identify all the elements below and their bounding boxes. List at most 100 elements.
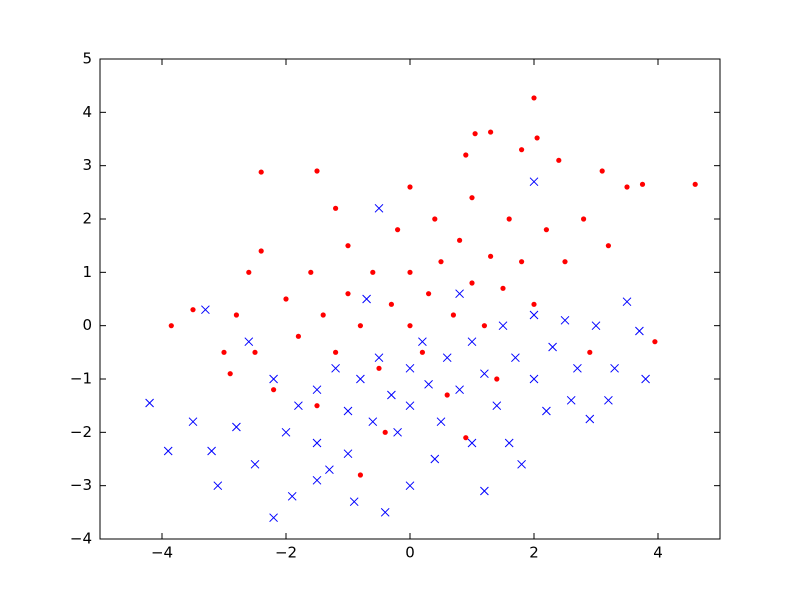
y-tick-label: 4 <box>82 103 92 121</box>
y-tick-label: 3 <box>82 156 92 174</box>
x-marker <box>548 342 557 352</box>
dot-marker <box>407 184 413 190</box>
x-tick-label: 2 <box>529 544 539 562</box>
x-marker <box>387 390 396 400</box>
dot-marker <box>295 333 301 339</box>
x-tick-label: −4 <box>151 544 173 562</box>
x-marker <box>529 177 539 187</box>
plot-area <box>145 95 698 523</box>
x-marker <box>641 374 650 384</box>
dot-marker <box>531 95 537 101</box>
dot-marker <box>426 291 432 297</box>
x-marker <box>604 395 613 405</box>
x-marker <box>232 422 241 432</box>
x-marker <box>610 363 619 373</box>
dot-marker <box>531 301 537 307</box>
x-marker <box>362 294 371 304</box>
x-tick-label: −2 <box>275 544 297 562</box>
x-marker <box>250 459 260 469</box>
dot-marker <box>308 269 314 275</box>
x-marker <box>269 374 278 384</box>
x-marker <box>312 475 322 485</box>
x-marker <box>492 401 502 411</box>
x-marker <box>145 398 154 408</box>
dot-marker <box>382 429 388 435</box>
series <box>145 177 650 523</box>
y-tick-label: −4 <box>70 530 92 548</box>
dot-marker <box>252 349 258 355</box>
dot-marker <box>587 349 593 355</box>
dot-marker <box>494 376 500 382</box>
dot-marker <box>168 323 174 329</box>
dot-marker <box>314 403 320 409</box>
x-marker <box>467 438 477 448</box>
x-marker <box>269 513 278 523</box>
x-marker <box>368 417 378 427</box>
x-marker <box>529 310 539 320</box>
y-tick-label: 1 <box>82 263 92 281</box>
x-marker <box>455 385 464 395</box>
dot-marker <box>469 195 475 201</box>
dot-marker <box>481 323 487 329</box>
dot-marker <box>357 323 363 329</box>
x-marker <box>312 385 322 395</box>
dot-marker <box>543 227 550 233</box>
dot-marker <box>333 205 339 211</box>
dot-marker <box>370 269 376 275</box>
x-marker <box>504 438 514 448</box>
dot-marker <box>333 349 339 355</box>
dot-marker <box>519 259 525 265</box>
dot-marker <box>246 269 252 275</box>
dot-marker <box>562 259 568 265</box>
x-marker <box>374 203 384 213</box>
x-marker <box>325 465 334 475</box>
x-marker <box>418 337 427 347</box>
x-marker <box>566 395 576 405</box>
dot-marker <box>534 135 540 141</box>
x-marker <box>442 353 452 363</box>
dot-marker <box>283 296 289 302</box>
x-marker <box>287 491 297 501</box>
x-marker <box>436 417 446 427</box>
dot-marker <box>357 472 363 478</box>
x-marker <box>622 297 632 307</box>
dot-marker <box>463 435 469 441</box>
x-marker <box>430 454 440 464</box>
dot-marker <box>605 243 612 249</box>
dot-marker <box>407 269 413 275</box>
y-tick-label: −3 <box>70 476 92 494</box>
x-marker <box>529 374 539 384</box>
dot-marker <box>556 157 562 163</box>
dot-marker <box>463 152 469 158</box>
x-marker <box>343 449 353 459</box>
y-tick-label: −2 <box>70 423 92 441</box>
x-tick-label: 0 <box>405 544 415 562</box>
x-marker <box>585 414 595 424</box>
series <box>168 95 698 478</box>
dot-marker <box>500 285 506 291</box>
dot-marker <box>376 365 382 371</box>
x-marker <box>498 321 508 331</box>
dot-marker <box>624 184 630 190</box>
x-marker <box>374 353 384 363</box>
x-marker <box>213 481 223 491</box>
x-marker <box>467 337 477 347</box>
x-marker <box>542 406 551 416</box>
dot-marker <box>432 216 438 222</box>
dot-marker <box>227 371 233 377</box>
dot-marker <box>314 168 320 174</box>
dot-marker <box>320 312 326 318</box>
x-marker <box>591 321 601 331</box>
dot-marker <box>395 227 401 233</box>
x-marker <box>349 497 359 507</box>
x-marker <box>380 507 390 517</box>
y-tick-label: 0 <box>82 316 92 334</box>
y-tick-label: 2 <box>82 210 92 228</box>
x-marker <box>163 446 173 456</box>
x-tick-label: 4 <box>653 544 663 562</box>
x-marker <box>635 326 644 336</box>
dot-marker <box>450 312 456 318</box>
dot-marker <box>190 307 196 313</box>
